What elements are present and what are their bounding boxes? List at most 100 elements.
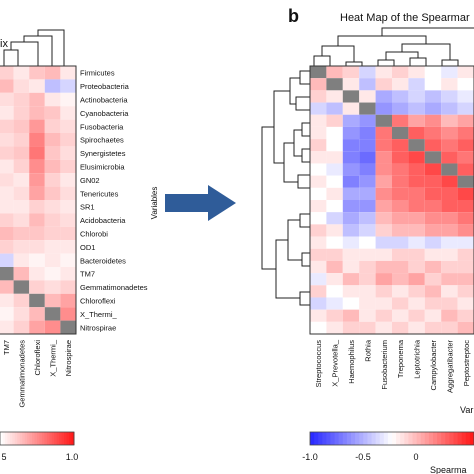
- panel-b-cell: [392, 224, 409, 237]
- panel-b-cell: [359, 90, 376, 103]
- panel-b-colorbar-swatch: [416, 432, 422, 445]
- panel-b-cell: [457, 260, 474, 274]
- panel-b-cell: [375, 114, 392, 127]
- panel-b-colorbar-swatch: [469, 432, 474, 445]
- panel-b-cell: [408, 102, 425, 115]
- panel-b-cell: [392, 248, 409, 261]
- panel-a-cell: [29, 106, 45, 120]
- panel-a-cell: [44, 119, 61, 133]
- panel-b-cell: [310, 224, 327, 237]
- panel-a-row-label: X_Thermi_: [80, 310, 118, 319]
- panel-b-cell: [424, 102, 442, 115]
- panel-b-cell: [359, 66, 376, 79]
- panel-b-colorbar-swatch: [355, 432, 360, 445]
- panel-a-cell: [60, 186, 76, 200]
- panel-a-cell: [29, 226, 45, 241]
- panel-b-colorbar-swatch: [363, 432, 368, 445]
- panel-b-cell: [310, 248, 327, 261]
- panel-a-row-label: Gemmatimonadetes: [80, 283, 148, 292]
- panel-b-cell: [310, 200, 327, 213]
- panel-a-cell: [0, 106, 14, 120]
- panel-b-cell: [342, 321, 360, 334]
- panel-a-colorbar-swatch: [46, 432, 50, 445]
- panel-b-cell: [424, 114, 442, 127]
- panel-b-frame: [309, 65, 474, 335]
- panel-b-colorbar-swatch: [367, 432, 372, 445]
- panel-b-colorbar-swatch: [449, 432, 454, 445]
- panel-a-cell: [44, 159, 61, 174]
- panel-b-cell: [424, 187, 442, 200]
- panel-b-cell: [424, 236, 442, 249]
- panel-b-cell: [392, 260, 409, 274]
- panel-a-colorbar-frame: [0, 431, 75, 446]
- panel-a-cell: [44, 200, 61, 214]
- panel-b-cell: [424, 151, 442, 164]
- panel-b-column-label: Treponema: [396, 339, 405, 378]
- panel-b-cell: [326, 248, 343, 261]
- panel-a-cell: [0, 133, 14, 147]
- panel-b-cell: [310, 260, 327, 274]
- panel-b-cell: [359, 200, 376, 213]
- panel-b-cell: [310, 102, 327, 115]
- panel-b-colorbar-swatch: [428, 432, 434, 445]
- panel-b-cell: [408, 248, 425, 261]
- panel-b-cell: [310, 236, 327, 249]
- panel-a-cell: [29, 307, 45, 321]
- panel-b-cell: [408, 66, 425, 79]
- panel-b-row-dendrogram: [261, 70, 310, 306]
- panel-b-cell: [392, 151, 409, 164]
- panel-b-column-label: Peptostreptoc: [462, 340, 471, 387]
- panel-a-cell: [44, 320, 61, 334]
- panel-b-cell: [441, 78, 458, 91]
- panel-b-colorbar-swatch: [383, 432, 389, 445]
- panel-b-cell: [342, 260, 360, 274]
- panel-b-cell: [457, 200, 474, 213]
- panel-b-cell: [424, 163, 442, 176]
- panel-b-cell: [392, 309, 409, 322]
- panel-b-colorbar-swatch: [338, 432, 344, 445]
- panel-b-colorbar-swatch: [330, 432, 336, 445]
- panel-b-cell: [424, 285, 442, 298]
- panel-a-cell: [44, 226, 61, 241]
- panel-a-column-label: X_Thermi_: [49, 339, 58, 377]
- panel-a-row-label: Nitrospirae: [80, 323, 116, 332]
- panel-b-cells: [309, 65, 474, 335]
- panel-a-row-label: Spirochaetes: [80, 136, 124, 145]
- panel-b-cell: [408, 260, 425, 274]
- panel-b-colorbar-tick-zero: 0: [413, 452, 418, 462]
- panel-a-cell: [0, 280, 14, 294]
- panel-a-colorbar-swatch: [4, 432, 8, 445]
- panel-a-colorbar: [0, 431, 75, 446]
- panel-b-colorbar-swatch: [375, 432, 381, 445]
- panel-b-cell: [326, 321, 343, 334]
- panel-b-cell: [457, 90, 474, 103]
- panel-a-cell: [29, 267, 45, 281]
- panel-b-cell: [359, 236, 376, 249]
- panel-b-cell: [359, 78, 376, 91]
- panel-b-colorbar-swatch: [445, 432, 450, 445]
- panel-a-cell: [44, 106, 61, 120]
- panel-a-cell: [60, 200, 76, 214]
- panel-a-cell: [60, 119, 76, 133]
- panel-b-cell: [375, 175, 392, 188]
- panel-a-cell: [13, 106, 30, 120]
- panel-a-cell: [29, 66, 45, 80]
- panel-a-colorbar-swatch: [64, 432, 68, 445]
- panel-b-column-label: Fusobacterium: [380, 340, 389, 390]
- panel-a-cell: [60, 159, 76, 174]
- panel-b-cell: [424, 126, 442, 140]
- panel-b-cell: [342, 187, 360, 200]
- panel-a-cell: [60, 106, 76, 120]
- panel-b-cell: [359, 102, 376, 115]
- panel-b-cell: [375, 260, 392, 274]
- panel-b-cell: [457, 139, 474, 152]
- panel-b-cell: [310, 163, 327, 176]
- panel-b-cell: [441, 175, 458, 188]
- panel-b-cell: [310, 285, 327, 298]
- panel-a-cell: [44, 267, 61, 281]
- panel-b-cell: [359, 151, 376, 164]
- panel-b-cell: [359, 114, 376, 127]
- panel-b-cell: [457, 151, 474, 164]
- panel-a-colorbar-swatch: [27, 432, 31, 445]
